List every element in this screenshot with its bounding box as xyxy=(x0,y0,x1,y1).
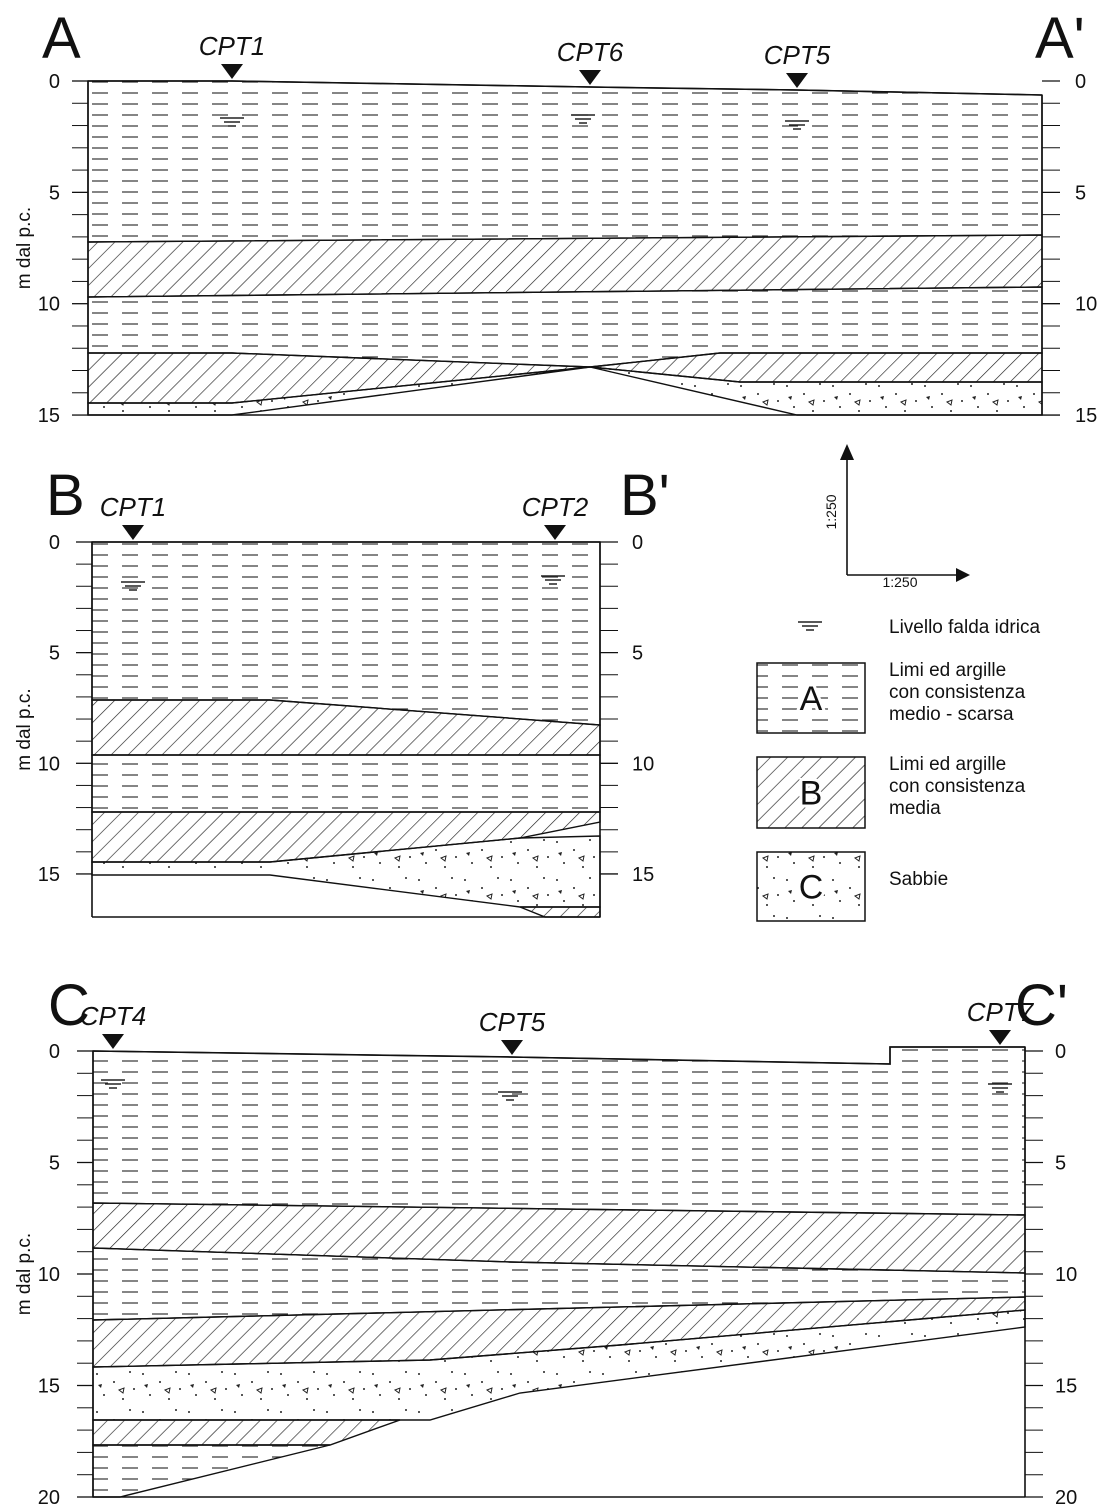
section-end-label: A' xyxy=(1035,6,1085,71)
left-tick-label: 15 xyxy=(38,864,60,886)
clay-layer xyxy=(91,754,601,813)
right-tick-label: 0 xyxy=(632,532,643,554)
section-start-label: A xyxy=(42,6,81,71)
cpt-marker xyxy=(122,525,144,540)
hatch-layer xyxy=(519,906,601,918)
cpt-marker xyxy=(102,1034,124,1049)
legend-label: media xyxy=(889,798,941,819)
left-tick-label: 15 xyxy=(38,1376,60,1398)
left-tick-label: 20 xyxy=(38,1487,60,1508)
right-tick-label: 10 xyxy=(632,753,654,775)
left-tick-label: 10 xyxy=(38,753,60,775)
left-tick-label: 10 xyxy=(38,294,60,316)
cpt-label: CPT1 xyxy=(199,31,265,61)
left-tick-label: 15 xyxy=(38,405,60,427)
cpt-marker xyxy=(221,64,243,79)
left-tick-label: 10 xyxy=(38,1264,60,1286)
left-tick-label: 5 xyxy=(49,643,60,665)
cpt-label: CPT2 xyxy=(522,492,589,522)
legend-symbol: C xyxy=(799,869,824,907)
axis-label: m dal p.c. xyxy=(14,1233,35,1315)
left-tick-label: 5 xyxy=(49,182,60,204)
section-end-label: B' xyxy=(620,463,670,528)
cpt-label: CPT4 xyxy=(80,1001,146,1031)
right-tick-label: 15 xyxy=(632,864,654,886)
axis-label: m dal p.c. xyxy=(14,688,35,770)
hatch-layer xyxy=(87,234,1043,298)
right-tick-label: 15 xyxy=(1075,405,1097,427)
clay-layer xyxy=(92,1046,1026,1216)
legend-symbol: A xyxy=(800,680,823,718)
clay-layer xyxy=(91,541,601,726)
cpt-label: CPT5 xyxy=(479,1007,546,1037)
section-start-label: B xyxy=(46,463,85,528)
legend-label: con consistenza xyxy=(889,776,1026,797)
section-start-label: C xyxy=(48,973,90,1038)
cpt-marker xyxy=(989,1030,1011,1045)
clay-layer xyxy=(92,1444,331,1498)
legend-label: Livello falda idrica xyxy=(889,617,1040,638)
scale-arrowhead xyxy=(956,568,970,582)
right-tick-label: 0 xyxy=(1055,1041,1066,1063)
hatch-layer xyxy=(92,1419,401,1446)
left-tick-label: 0 xyxy=(49,532,60,554)
cpt-label: CPT6 xyxy=(557,37,624,67)
scale-vertical-label: 1:250 xyxy=(823,494,839,529)
cpt-marker xyxy=(579,70,601,85)
cpt-marker xyxy=(786,73,808,88)
section-end-label: C' xyxy=(1015,973,1068,1038)
right-tick-label: 5 xyxy=(1075,182,1086,204)
ground-profile xyxy=(88,80,1043,96)
legend-swatch xyxy=(756,756,866,829)
right-tick-label: 5 xyxy=(632,643,643,665)
legend-swatch xyxy=(756,662,866,734)
legend-symbol: B xyxy=(800,775,823,813)
right-tick-label: 15 xyxy=(1055,1376,1077,1398)
scale-arrowhead xyxy=(840,444,854,460)
right-tick-label: 10 xyxy=(1075,294,1097,316)
left-tick-label: 0 xyxy=(49,1041,60,1063)
cpt-label: CPT1 xyxy=(100,492,166,522)
right-tick-label: 0 xyxy=(1075,71,1086,93)
right-tick-label: 10 xyxy=(1055,1264,1077,1286)
right-tick-label: 20 xyxy=(1055,1487,1077,1508)
ground-profile xyxy=(92,1046,1025,1065)
cpt-marker xyxy=(501,1040,523,1055)
scale-horizontal-label: 1:250 xyxy=(882,574,917,590)
cpt-label: CPT7 xyxy=(967,997,1035,1027)
legend-label: Limi ed argille xyxy=(889,660,1006,681)
right-tick-label: 5 xyxy=(1055,1153,1066,1175)
legend-label: medio - scarsa xyxy=(889,704,1014,725)
axis-label: m dal p.c. xyxy=(14,207,35,289)
legend-swatch xyxy=(756,851,866,922)
cpt-label: CPT5 xyxy=(764,40,831,70)
legend-label: con consistenza xyxy=(889,682,1026,703)
legend-label: Limi ed argille xyxy=(889,754,1006,775)
legend-label: Sabbie xyxy=(889,869,948,890)
clay-layer xyxy=(87,80,1043,243)
left-tick-label: 0 xyxy=(49,71,60,93)
cpt-marker xyxy=(544,525,566,540)
left-tick-label: 5 xyxy=(49,1153,60,1175)
